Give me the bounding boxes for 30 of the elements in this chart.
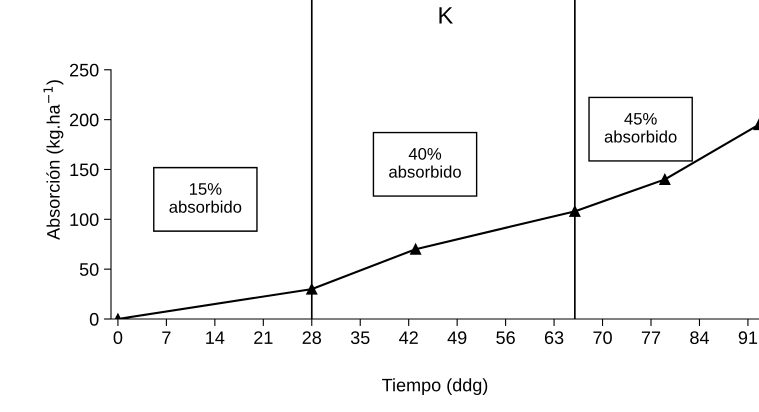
x-tick-label: 21 [254, 331, 272, 344]
y-tick-label: 0 [90, 312, 98, 326]
point [569, 206, 580, 217]
x-tick-label: 49 [448, 331, 466, 344]
y-tick-label: 150 [70, 163, 98, 176]
y-tick-label: 250 [70, 64, 98, 76]
point [306, 284, 318, 295]
annotation: 40% absorbido [389, 148, 461, 178]
x-tick-label: 84 [690, 331, 709, 344]
chart-title: K [439, 7, 453, 24]
x-tick-label: 7 [162, 331, 170, 344]
point [410, 244, 422, 255]
point [659, 174, 670, 185]
x-tick-label: 56 [496, 331, 515, 344]
x-tick-label: 0 [114, 331, 122, 344]
x-axis-title: Tiempo (ddg) [382, 378, 488, 396]
annotation: 45% absorbido [604, 112, 677, 143]
x-tick-label: 14 [206, 331, 224, 344]
y-axis-title: Absorción (kg.ha$^{−1}$) [43, 80, 64, 240]
x-tick-label: 63 [544, 331, 564, 344]
y-tick-label: 100 [70, 213, 98, 226]
x-tick-label: 28 [302, 331, 322, 344]
annotation: 15% absorbido [169, 183, 242, 213]
x-tick-label: 77 [642, 331, 660, 344]
y-tick-label: 200 [70, 114, 98, 126]
x-tick-label: 91 [738, 331, 758, 344]
x-tick-label: 35 [350, 331, 370, 344]
x-tick-label: 42 [399, 331, 418, 344]
x-tick-label: 70 [593, 331, 612, 344]
y-tick-label: 50 [80, 263, 98, 276]
